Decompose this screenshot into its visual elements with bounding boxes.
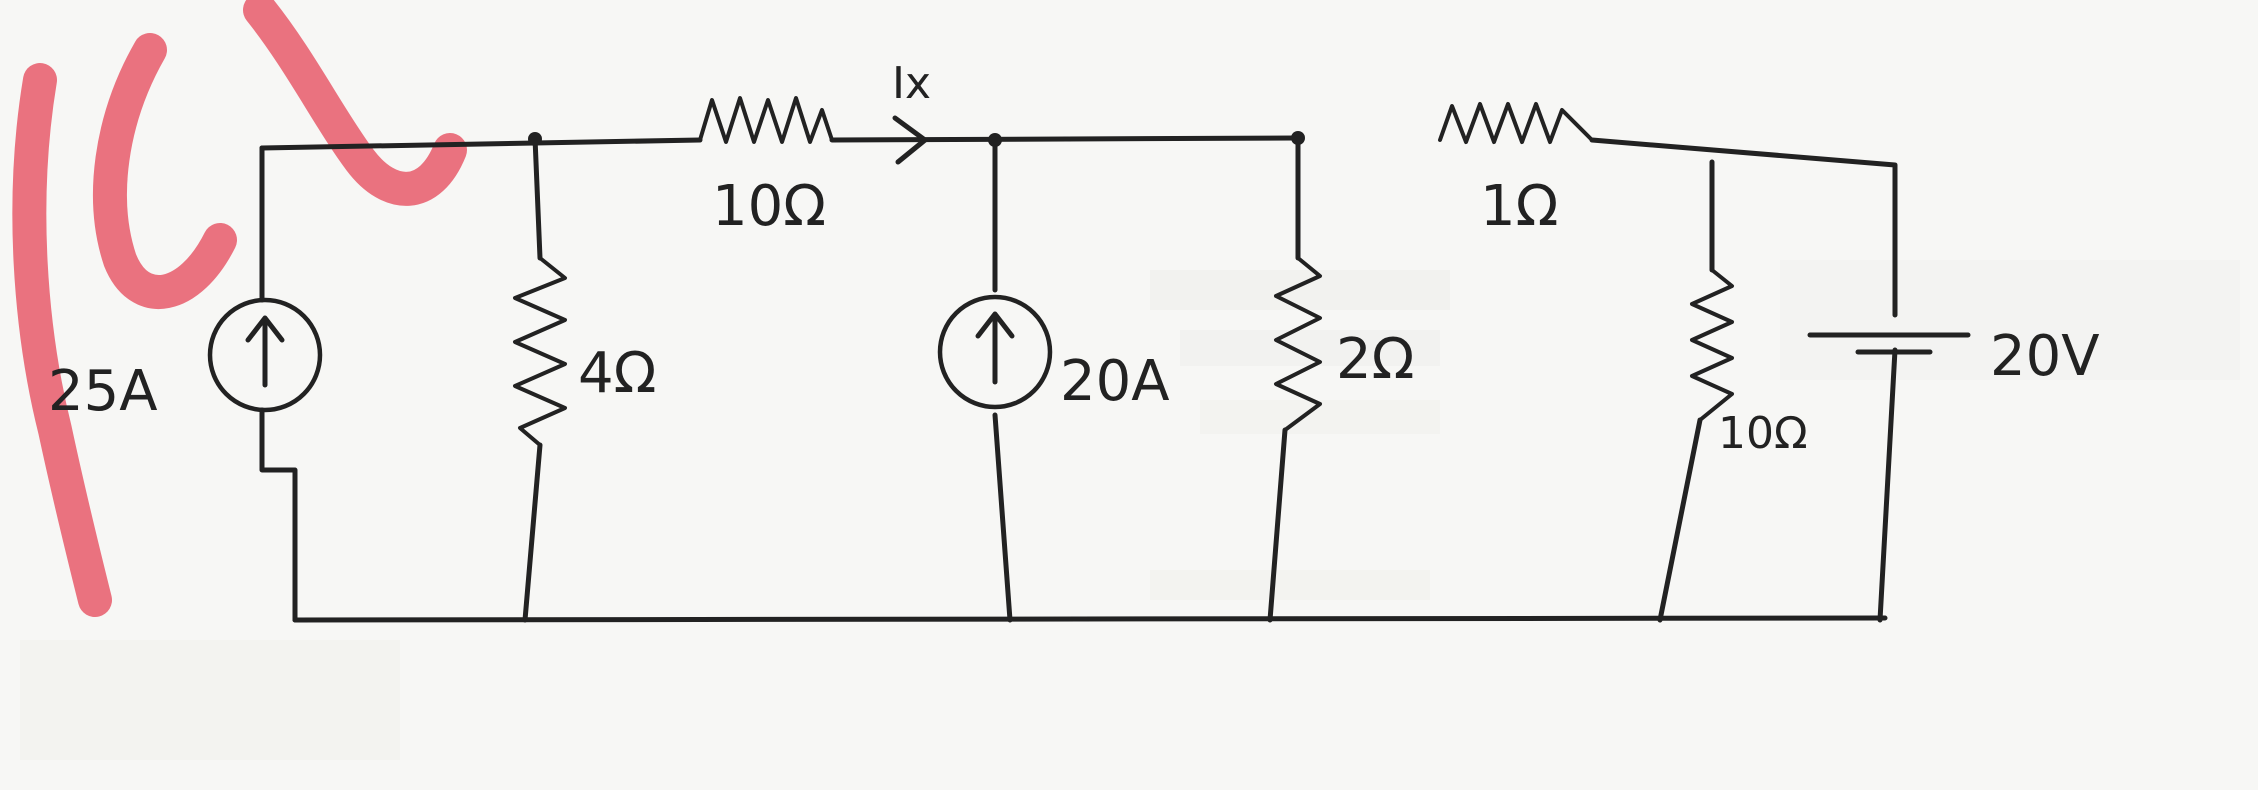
label-20a: 20A [1060, 349, 1170, 414]
wires [259, 135, 1898, 623]
label-10ohm-top: 10Ω [712, 174, 826, 239]
label-4ohm: 4Ω [578, 341, 656, 406]
label-10ohm-right: 10Ω [1718, 408, 1808, 459]
resistor-10ohm-top [698, 96, 834, 144]
label-2ohm: 2Ω [1336, 327, 1414, 392]
label-20v: 20V [1990, 324, 2100, 389]
label-25a: 25A [48, 359, 158, 424]
resistor-4ohm [513, 256, 567, 447]
current-arrow-ix [892, 115, 928, 165]
current-source-25a [207, 297, 323, 413]
resistor-2ohm [1274, 256, 1322, 432]
junctions [528, 131, 1305, 147]
watermark-logo [12, 0, 467, 617]
current-source-20a [937, 294, 1053, 410]
resistor-1ohm-top [1438, 102, 1594, 144]
scan-texture [20, 260, 2240, 760]
resistor-10ohm-right [1690, 268, 1734, 422]
label-ix: Ix [892, 58, 931, 109]
voltage-source-20v [1807, 332, 1971, 355]
label-1ohm-top: 1Ω [1480, 174, 1558, 239]
